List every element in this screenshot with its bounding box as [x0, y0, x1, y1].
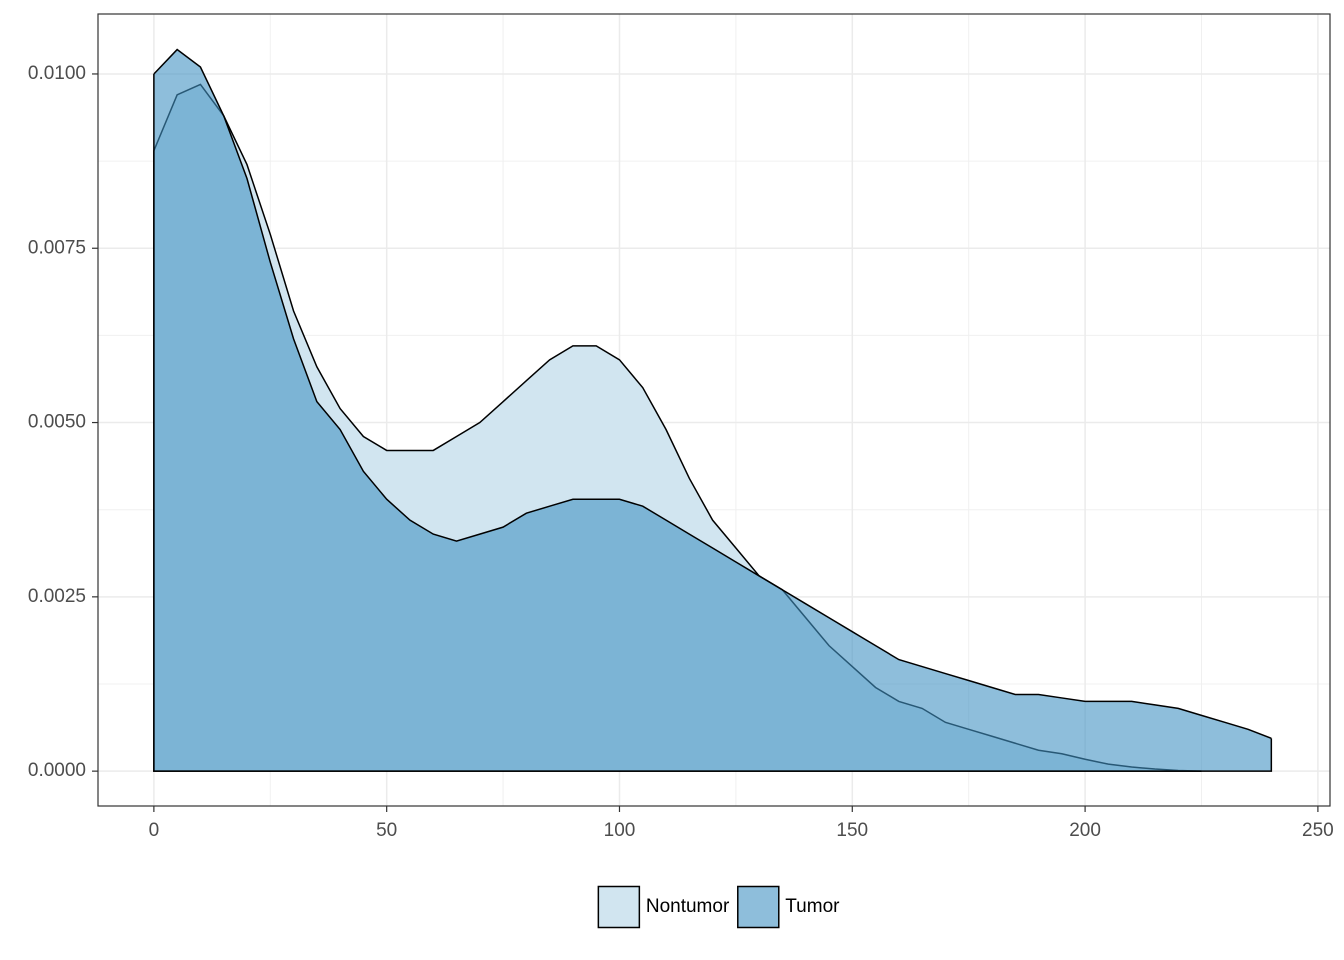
legend-key [597, 885, 641, 929]
density-edge [153, 73, 1273, 772]
legend-label: Nontumor [646, 896, 730, 917]
x-tick-label: 50 [376, 820, 397, 841]
x-tick-label: 200 [1069, 820, 1101, 841]
density-area [153, 49, 1272, 772]
y-tick-label: 0.0000 [28, 760, 86, 781]
y-tick-label: 0.0050 [28, 412, 86, 433]
y-tick-label: 0.0100 [28, 63, 86, 84]
y-tick-label: 0.0025 [28, 586, 86, 607]
density-line [153, 48, 1272, 740]
panel-border [97, 13, 1331, 807]
x-tick-label: 150 [836, 820, 868, 841]
legend-label: Tumor [785, 896, 840, 917]
x-tick-label: 250 [1302, 820, 1334, 841]
x-tick-label: 0 [149, 820, 160, 841]
legend: Nontumor Tumor [597, 885, 840, 929]
legend-key [737, 885, 780, 929]
y-tick-label: 0.0075 [28, 237, 86, 258]
x-tick-label: 100 [604, 820, 636, 841]
